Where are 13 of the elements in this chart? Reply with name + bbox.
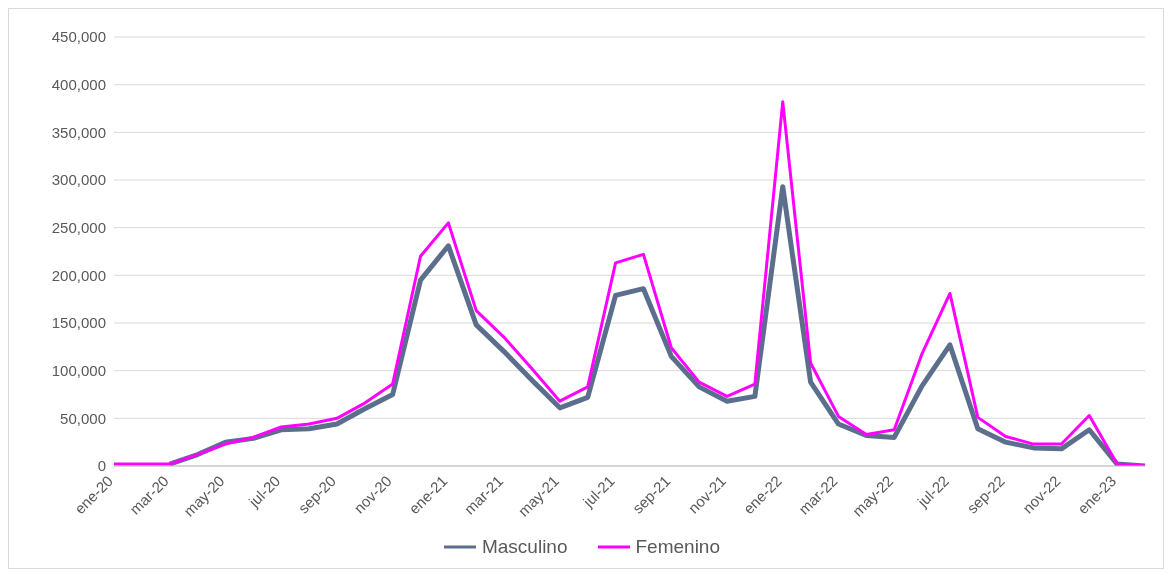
y-tick-label: 200,000 <box>51 266 106 284</box>
y-tick-label: 50,000 <box>60 409 106 427</box>
y-tick-label: 300,000 <box>51 171 106 189</box>
y-tick-label: 450,000 <box>51 28 106 46</box>
legend-label: Femenino <box>634 536 721 558</box>
legend-label: Masculino <box>480 536 568 558</box>
y-tick-label: 350,000 <box>51 123 106 141</box>
y-tick-label: 100,000 <box>51 361 106 379</box>
y-tick-label: 400,000 <box>51 75 106 93</box>
y-tick-label: 250,000 <box>51 218 106 236</box>
line-series <box>112 100 1147 466</box>
y-tick-label: 0 <box>97 457 106 475</box>
y-tick-label: 150,000 <box>51 314 106 332</box>
